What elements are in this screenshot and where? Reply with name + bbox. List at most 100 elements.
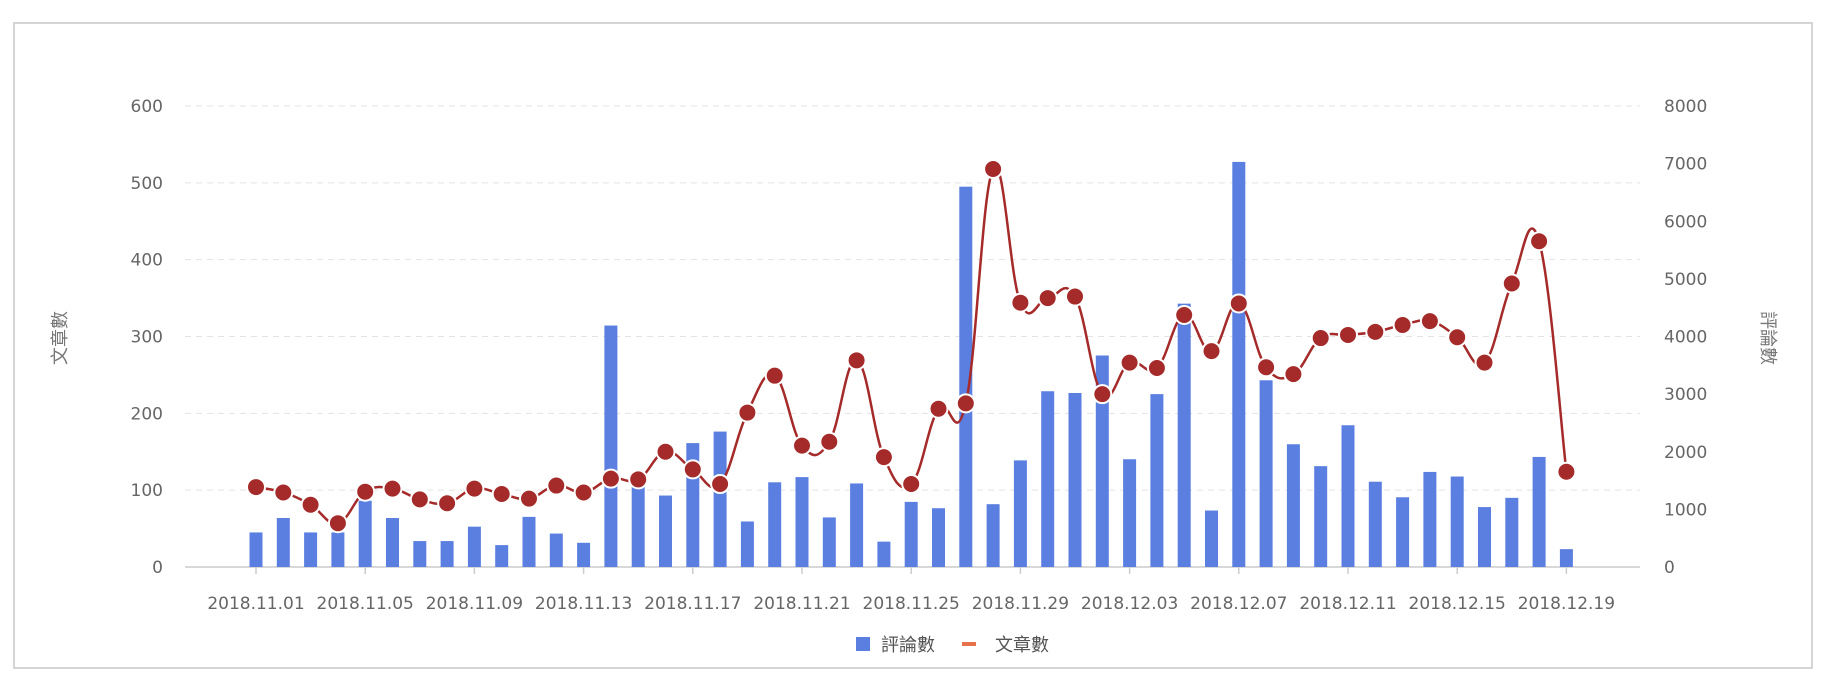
line-point bbox=[1092, 384, 1113, 405]
line-point bbox=[682, 459, 703, 480]
bar bbox=[1450, 476, 1464, 567]
bar bbox=[467, 526, 481, 567]
left-tick-label: 500 bbox=[131, 174, 163, 194]
bar bbox=[932, 508, 945, 567]
bar bbox=[413, 541, 427, 567]
line-point bbox=[327, 513, 348, 534]
x-tick-label: 2018.12.07 bbox=[1190, 594, 1287, 614]
line-point bbox=[628, 469, 649, 490]
left-tick-label: 300 bbox=[131, 328, 163, 348]
x-axis: 2018.11.01 2018.11.05 2018.11.09 2018.11.13… bbox=[185, 566, 1640, 614]
bar bbox=[1559, 549, 1573, 567]
line-point bbox=[1419, 311, 1440, 332]
bar bbox=[1314, 466, 1328, 567]
bar bbox=[1041, 391, 1055, 567]
line-point bbox=[1556, 461, 1577, 482]
line-point bbox=[1201, 341, 1222, 362]
line-point bbox=[873, 447, 894, 468]
x-tick-label: 2018.11.17 bbox=[644, 594, 741, 614]
line-point bbox=[273, 482, 294, 503]
line-point bbox=[1392, 314, 1413, 335]
legend-item-comments[interactable]: 評論數 bbox=[856, 635, 935, 656]
left-axis-title: 文章數 bbox=[50, 311, 71, 365]
line-point bbox=[300, 494, 321, 515]
line-point bbox=[1119, 352, 1140, 373]
right-tick-label: 3000 bbox=[1664, 385, 1707, 405]
right-axis-title: 評論數 bbox=[1757, 311, 1778, 365]
bar bbox=[877, 541, 891, 567]
bar bbox=[1013, 460, 1027, 567]
line-point bbox=[1146, 358, 1167, 379]
line-points bbox=[246, 159, 1577, 534]
bar bbox=[986, 504, 1000, 567]
x-tick-label: 2018.11.01 bbox=[207, 594, 304, 614]
line-point bbox=[1037, 288, 1058, 309]
bar bbox=[1123, 459, 1137, 567]
line-point bbox=[1283, 364, 1304, 385]
bar bbox=[276, 518, 290, 567]
line-point bbox=[1529, 231, 1550, 252]
line-point bbox=[546, 475, 567, 496]
legend-item-articles[interactable]: 文章數 bbox=[962, 635, 1049, 656]
line-point bbox=[600, 468, 621, 489]
x-tick-label: 2018.12.19 bbox=[1518, 594, 1615, 614]
line-point bbox=[955, 393, 976, 414]
bar bbox=[1205, 510, 1218, 567]
bar bbox=[740, 521, 754, 567]
legend-label-comments: 評論數 bbox=[881, 635, 935, 656]
bar bbox=[1177, 303, 1191, 567]
line-point bbox=[655, 441, 676, 462]
right-axis-ticks: 0 1000 2000 3000 4000 5000 6000 7000 8000 bbox=[1664, 97, 1707, 578]
bar bbox=[659, 495, 672, 567]
line-point bbox=[737, 402, 758, 423]
line-point bbox=[464, 478, 485, 499]
bar bbox=[304, 532, 318, 567]
right-tick-label: 1000 bbox=[1664, 500, 1707, 520]
line-point bbox=[1338, 324, 1358, 345]
bar bbox=[495, 545, 509, 567]
bar bbox=[850, 483, 864, 567]
bar bbox=[1259, 380, 1273, 567]
bar bbox=[1532, 456, 1546, 567]
x-tick-label: 2018.12.11 bbox=[1299, 594, 1396, 614]
right-tick-label: 5000 bbox=[1664, 270, 1707, 290]
bar bbox=[1095, 355, 1109, 567]
x-tick-label: 2018.11.05 bbox=[317, 594, 414, 614]
line-point bbox=[846, 350, 867, 371]
left-tick-label: 200 bbox=[131, 404, 163, 424]
legend: 評論數 文章數 bbox=[856, 635, 1049, 656]
bar bbox=[795, 477, 809, 567]
line-point bbox=[764, 365, 785, 386]
bar bbox=[522, 516, 536, 567]
article-count-line bbox=[255, 165, 1568, 525]
line-point bbox=[1228, 293, 1249, 314]
grid-lines bbox=[185, 105, 1640, 491]
bar bbox=[1232, 161, 1246, 568]
bar bbox=[1423, 471, 1437, 567]
bar bbox=[249, 532, 263, 567]
left-tick-label: 0 bbox=[152, 558, 163, 578]
line-point bbox=[1010, 292, 1031, 313]
line-point bbox=[1065, 286, 1085, 307]
line-point bbox=[928, 398, 949, 419]
line-point bbox=[983, 159, 1004, 180]
line-point bbox=[1174, 304, 1195, 325]
bar bbox=[1341, 425, 1355, 567]
bar bbox=[631, 478, 645, 567]
x-tick-label: 2018.11.09 bbox=[426, 594, 523, 614]
x-tick-label: 2018.11.13 bbox=[535, 594, 632, 614]
right-tick-label: 7000 bbox=[1664, 155, 1707, 175]
line-point bbox=[710, 474, 731, 495]
legend-swatch-comments bbox=[856, 637, 870, 651]
line-point bbox=[1447, 327, 1468, 348]
bar bbox=[386, 518, 399, 567]
bar bbox=[1368, 481, 1382, 567]
line-point bbox=[382, 478, 403, 499]
line-point bbox=[491, 484, 512, 505]
left-tick-label: 400 bbox=[131, 251, 163, 271]
right-tick-label: 2000 bbox=[1664, 443, 1707, 463]
x-tick-label: 2018.12.03 bbox=[1081, 594, 1178, 614]
bar bbox=[959, 186, 973, 568]
bar bbox=[1286, 444, 1300, 567]
